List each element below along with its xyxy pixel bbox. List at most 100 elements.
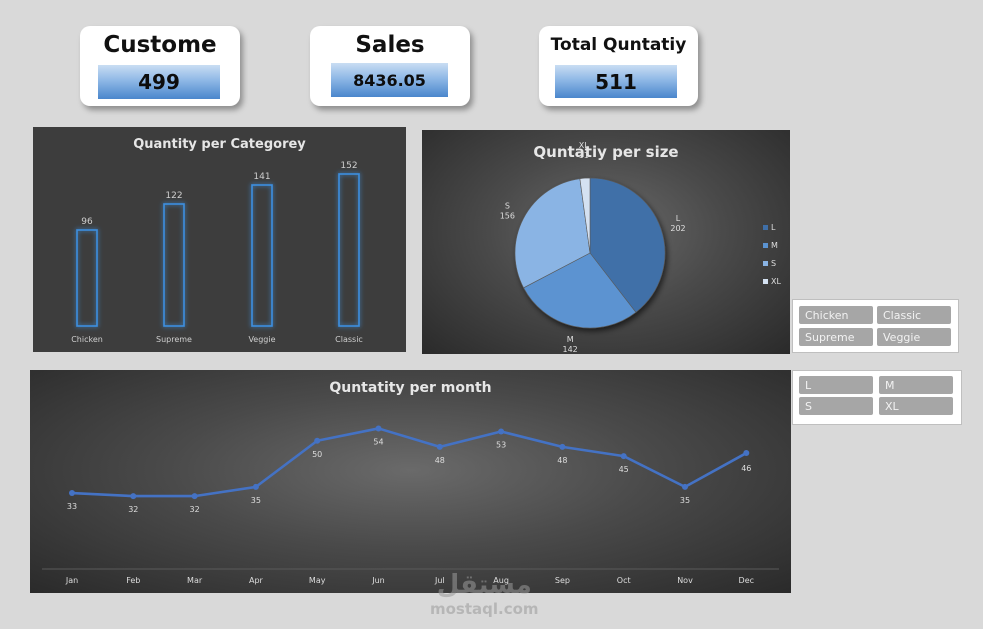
line-point-mar (191, 493, 198, 500)
line-data-label-oct: 45 (619, 465, 629, 474)
line-point-oct (620, 453, 627, 460)
bar-data-label-veggie: 141 (253, 172, 270, 182)
bar-chart-svg: 96 Chicken 122 Supreme 141 Veggie 152 Classic (71, 161, 363, 344)
line-point-jul (436, 443, 443, 450)
watermark: مستقل mostaql.com (430, 570, 539, 618)
bar-category-label-chicken: Chicken (71, 335, 103, 344)
bar-classic (338, 173, 360, 327)
line-data-label-may: 50 (312, 450, 322, 459)
line-point-sep (559, 443, 566, 450)
kpi-title-sales: Sales (355, 32, 425, 58)
kpi-card-quantity: Total Quntatiy 511 (539, 26, 698, 106)
line-point-may (314, 437, 321, 444)
kpi-title-quantity: Total Quntatiy (550, 35, 687, 55)
line-point-aug (498, 428, 505, 435)
bar-veggie (251, 184, 273, 327)
slicer-item-m[interactable]: M (879, 376, 953, 394)
line-data-label-mar: 32 (190, 505, 200, 514)
line-chart-svg: 33 Jan 32 Feb 32 Mar 35 Apr 50 May 54 Jun 48 Jul 53 Aug… (42, 425, 779, 585)
pie-legend-label-s: S (771, 259, 776, 268)
size-slicer: L M S XL (792, 370, 962, 425)
slicer-item-xl[interactable]: XL (879, 397, 953, 415)
pie-legend-label-m: M (771, 241, 778, 250)
line-data-label-feb: 32 (128, 505, 138, 514)
line-x-tick-jul: Jul (434, 576, 445, 585)
pie-slice-l (589, 177, 666, 313)
slicer-item-supreme[interactable]: Supreme (799, 328, 873, 346)
bar-data-label-supreme: 122 (165, 191, 182, 201)
line-data-label-apr: 35 (251, 496, 261, 505)
line-x-tick-aug: Aug (493, 576, 509, 585)
slicer-item-classic[interactable]: Classic (877, 306, 951, 324)
line-x-tick-nov: Nov (677, 576, 693, 585)
line-point-nov (682, 483, 688, 490)
line-x-tick-apr: Apr (249, 576, 264, 585)
line-data-label-aug: 53 (496, 441, 506, 450)
line-data-label-nov: 35 (680, 496, 690, 505)
line-data-label-jul: 48 (435, 456, 445, 465)
pie-value-xl: 11 (579, 151, 589, 160)
line-point-jan (69, 490, 75, 497)
watermark-latin: mostaql.com (430, 600, 539, 618)
line-x-tick-may: May (309, 576, 326, 585)
kpi-card-customers: Custome 499 (80, 26, 240, 106)
line-x-tick-mar: Mar (187, 576, 203, 585)
line-chart-panel: Quntatity per month 33 Jan 32 Feb 32 Mar 35 Apr… (30, 370, 791, 593)
pie-label-m: M (567, 335, 574, 344)
line-data-label-dec: 46 (741, 464, 751, 473)
pie-label-l: L (676, 214, 681, 223)
pie-chart-title: Quntatiy per size (533, 143, 679, 161)
slicer-item-s[interactable]: S (799, 397, 873, 415)
bar-category-label-classic: Classic (335, 335, 363, 344)
bar-chart-title: Quantity per Categorey (133, 137, 306, 152)
kpi-title-customers: Custome (103, 32, 217, 58)
pie-legend-swatch-l (763, 225, 768, 230)
line-point-jun (375, 425, 382, 432)
pie-legend-swatch-m (763, 243, 768, 248)
line-data-label-sep: 48 (557, 456, 567, 465)
kpi-card-sales: Sales 8436.05 (310, 26, 470, 106)
pie-label-s: S (505, 201, 510, 210)
line-x-tick-sep: Sep (555, 576, 570, 585)
line-chart-title: Quntatity per month (329, 380, 492, 396)
line-point-apr (252, 483, 259, 490)
pie-slice-s (514, 178, 591, 289)
kpi-value-sales: 8436.05 (331, 63, 448, 97)
slicer-item-veggie[interactable]: Veggie (877, 328, 951, 346)
watermark-arabic: مستقل (436, 570, 532, 600)
line-point-feb (130, 493, 137, 500)
bar-chicken (76, 229, 98, 327)
pie-slice-m (523, 252, 637, 329)
line-point-dec (743, 450, 750, 457)
line-x-tick-jun: Jun (371, 576, 385, 585)
line-x-tick-feb: Feb (126, 576, 140, 585)
pie-slice-xl (579, 177, 591, 254)
pie-value-s: 156 (500, 211, 515, 220)
line-data-label-jun: 54 (373, 437, 383, 446)
kpi-value-quantity: 511 (555, 65, 677, 98)
bar-data-label-chicken: 96 (81, 217, 93, 227)
slicer-item-l[interactable]: L (799, 376, 873, 394)
pie-legend-label-l: L (771, 223, 776, 232)
pie-legend-label-xl: XL (771, 277, 781, 286)
bar-data-label-classic: 152 (340, 161, 357, 171)
bar-category-label-veggie: Veggie (248, 335, 275, 344)
line-data-label-jan: 33 (67, 502, 77, 511)
bar-category-label-supreme: Supreme (156, 335, 192, 344)
pie-legend-swatch-s (763, 261, 768, 266)
slicer-item-chicken[interactable]: Chicken (799, 306, 873, 324)
pie-value-m: 142 (563, 345, 578, 354)
pie-value-l: 202 (670, 224, 685, 233)
category-slicer: Chicken Classic Supreme Veggie (792, 299, 959, 353)
pie-chart-panel: Quntatiy per size L 202 M 142 S 156 XL 11 L M S XL (422, 130, 790, 354)
line-series (71, 427, 747, 498)
bar-chart-panel: Quantity per Categorey 96 Chicken 122 Supre… (33, 127, 406, 352)
kpi-value-customers: 499 (98, 65, 220, 99)
line-x-tick-dec: Dec (739, 576, 754, 585)
line-x-tick-oct: Oct (617, 576, 631, 585)
bar-supreme (163, 203, 185, 327)
pie-label-xl: XL (579, 141, 589, 150)
pie-slices (514, 177, 666, 329)
pie-legend-swatch-xl (763, 279, 768, 284)
